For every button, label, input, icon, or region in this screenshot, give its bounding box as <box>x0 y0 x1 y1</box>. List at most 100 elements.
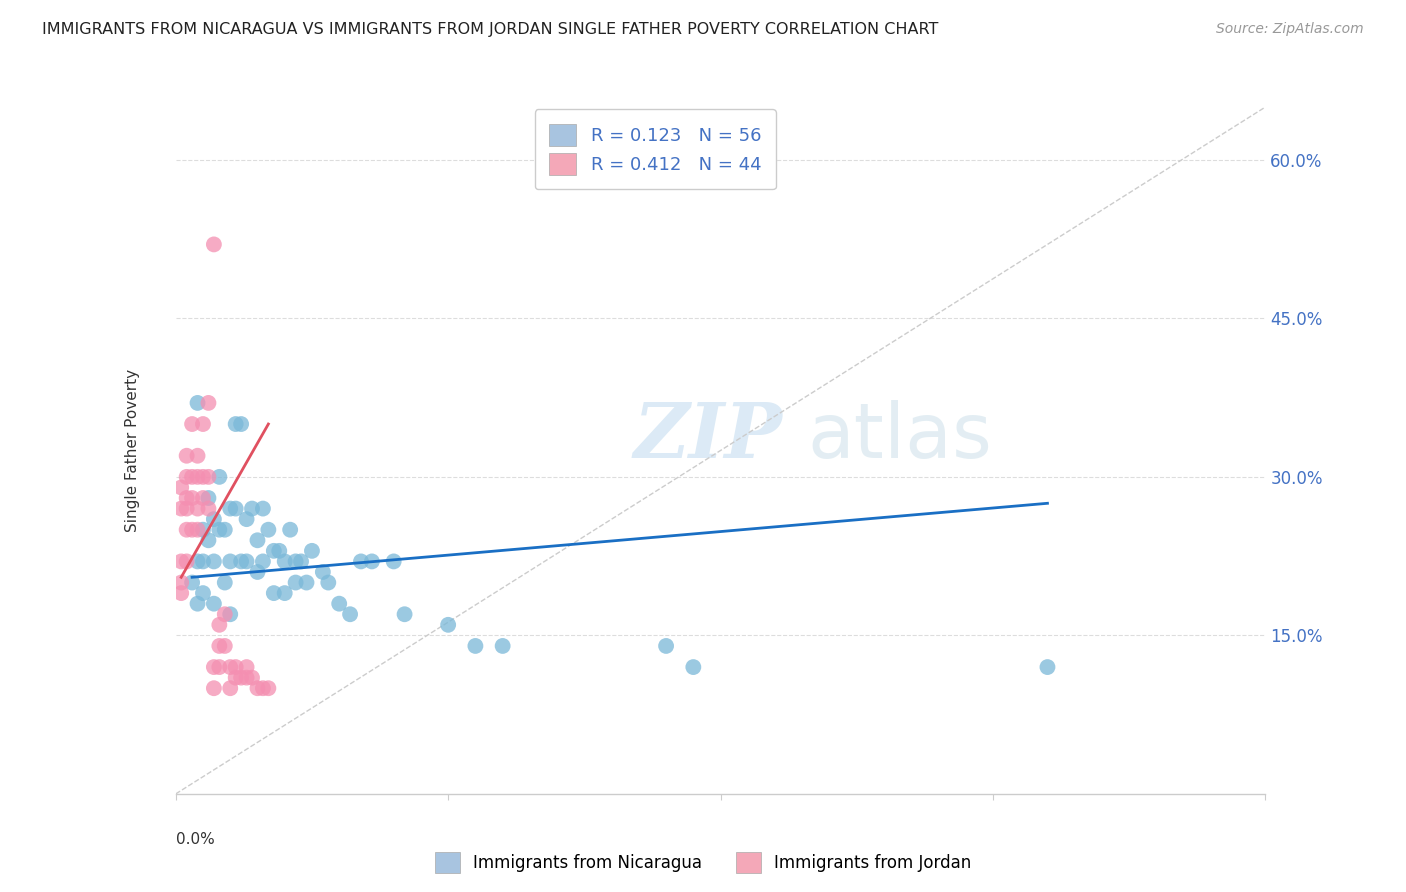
Point <box>328 597 350 611</box>
Point <box>278 523 301 537</box>
Point <box>219 681 242 696</box>
Point <box>284 575 307 590</box>
Point <box>186 597 209 611</box>
Point <box>219 501 242 516</box>
Point <box>181 417 204 431</box>
Point <box>252 501 274 516</box>
Point <box>202 512 225 526</box>
Point <box>186 501 209 516</box>
Point <box>246 565 269 579</box>
Point <box>231 671 253 685</box>
Point <box>202 237 225 252</box>
Point <box>437 617 460 632</box>
Point <box>382 554 405 568</box>
Point <box>186 523 209 537</box>
Point <box>394 607 416 622</box>
Point <box>170 575 193 590</box>
Point <box>219 660 242 674</box>
Point <box>202 597 225 611</box>
Point <box>263 586 285 600</box>
Point <box>464 639 486 653</box>
Point <box>252 681 274 696</box>
Point <box>318 575 340 590</box>
Point <box>181 470 204 484</box>
Text: 0.0%: 0.0% <box>176 831 215 847</box>
Point <box>176 470 198 484</box>
Point <box>339 607 361 622</box>
Point <box>170 501 193 516</box>
Point <box>219 554 242 568</box>
Point <box>191 491 214 505</box>
Point <box>186 470 209 484</box>
Point <box>191 470 214 484</box>
Point <box>197 491 219 505</box>
Point <box>284 554 307 568</box>
Legend: Immigrants from Nicaragua, Immigrants from Jordan: Immigrants from Nicaragua, Immigrants fr… <box>429 846 977 880</box>
Point <box>214 575 236 590</box>
Point <box>235 660 257 674</box>
Point <box>360 554 382 568</box>
Point <box>235 554 257 568</box>
Point <box>186 396 209 410</box>
Point <box>208 639 231 653</box>
Point <box>290 554 312 568</box>
Point <box>655 639 678 653</box>
Point <box>225 417 247 431</box>
Point <box>208 660 231 674</box>
Point <box>176 501 198 516</box>
Point <box>225 660 247 674</box>
Point <box>492 639 515 653</box>
Point <box>176 523 198 537</box>
Point <box>176 491 198 505</box>
Point <box>170 480 193 494</box>
Point <box>197 396 219 410</box>
Point <box>208 617 231 632</box>
Text: Single Father Poverty: Single Father Poverty <box>125 369 139 532</box>
Point <box>231 417 253 431</box>
Point <box>274 586 297 600</box>
Point <box>202 660 225 674</box>
Point <box>263 544 285 558</box>
Point <box>191 417 214 431</box>
Point <box>186 554 209 568</box>
Point <box>235 671 257 685</box>
Point <box>197 501 219 516</box>
Point <box>208 523 231 537</box>
Point <box>295 575 318 590</box>
Point <box>202 681 225 696</box>
Point <box>181 523 204 537</box>
Point <box>181 491 204 505</box>
Point <box>181 575 204 590</box>
Legend: R = 0.123   N = 56, R = 0.412   N = 44: R = 0.123 N = 56, R = 0.412 N = 44 <box>534 109 776 189</box>
Point <box>257 681 280 696</box>
Point <box>252 554 274 568</box>
Point <box>219 607 242 622</box>
Point <box>231 554 253 568</box>
Text: atlas: atlas <box>807 400 993 474</box>
Point <box>301 544 323 558</box>
Text: Source: ZipAtlas.com: Source: ZipAtlas.com <box>1216 22 1364 37</box>
Point <box>191 523 214 537</box>
Point <box>197 470 219 484</box>
Point <box>191 586 214 600</box>
Point <box>208 470 231 484</box>
Point <box>225 671 247 685</box>
Point <box>274 554 297 568</box>
Point <box>214 639 236 653</box>
Point <box>682 660 704 674</box>
Text: ZIP: ZIP <box>633 400 782 474</box>
Point <box>176 449 198 463</box>
Point <box>350 554 373 568</box>
Point <box>202 554 225 568</box>
Point <box>197 533 219 548</box>
Point <box>191 554 214 568</box>
Point <box>312 565 335 579</box>
Point <box>257 523 280 537</box>
Point <box>235 512 257 526</box>
Text: IMMIGRANTS FROM NICARAGUA VS IMMIGRANTS FROM JORDAN SINGLE FATHER POVERTY CORREL: IMMIGRANTS FROM NICARAGUA VS IMMIGRANTS … <box>42 22 939 37</box>
Point <box>246 533 269 548</box>
Point <box>176 554 198 568</box>
Point <box>225 501 247 516</box>
Point <box>1036 660 1059 674</box>
Point <box>170 554 193 568</box>
